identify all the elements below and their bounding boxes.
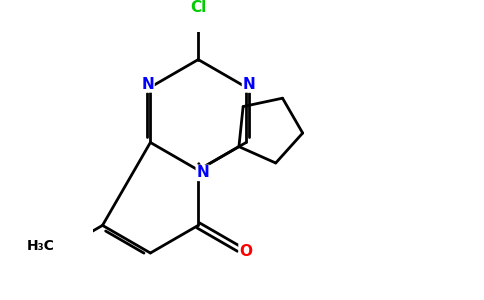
Text: O: O (239, 244, 252, 259)
Text: N: N (197, 165, 209, 180)
Text: H₃C: H₃C (27, 239, 55, 253)
Text: N: N (141, 77, 154, 92)
Text: Cl: Cl (190, 0, 206, 15)
Text: N: N (242, 77, 255, 92)
